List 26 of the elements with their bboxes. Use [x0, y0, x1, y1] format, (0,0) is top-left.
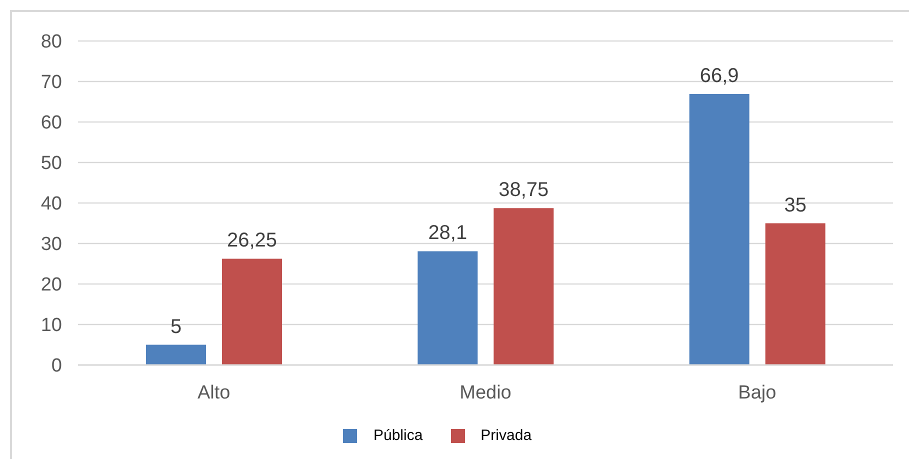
- y-tick-label: 30: [40, 234, 62, 256]
- y-tick-label: 40: [40, 194, 62, 215]
- data-label: 66,9: [700, 65, 739, 88]
- bar: [146, 344, 206, 365]
- legend-label: Pública: [373, 427, 423, 444]
- y-tick-label: 60: [40, 112, 62, 134]
- legend-label: Privada: [480, 427, 532, 444]
- bar: [222, 258, 282, 365]
- y-tick-label: 80: [40, 32, 62, 53]
- data-label: 35: [784, 194, 806, 216]
- bar: [689, 94, 750, 365]
- x-tick-label: Medio: [460, 382, 512, 404]
- data-label: 28,1: [428, 222, 468, 244]
- data-label: 26,25: [226, 230, 278, 252]
- data-label: 38,75: [498, 179, 549, 202]
- bar: [765, 223, 826, 365]
- y-tick-label: 50: [40, 153, 62, 174]
- x-tick-label: Bajo: [738, 382, 776, 404]
- x-tick-label: Alto: [197, 382, 230, 404]
- bar: [494, 208, 554, 365]
- data-label: 5: [170, 316, 182, 338]
- y-tick-label: 20: [40, 274, 62, 296]
- y-tick-label: 0: [51, 356, 62, 377]
- y-tick-label: 10: [40, 315, 62, 336]
- bar: [418, 251, 478, 365]
- y-tick-label: 70: [40, 72, 62, 94]
